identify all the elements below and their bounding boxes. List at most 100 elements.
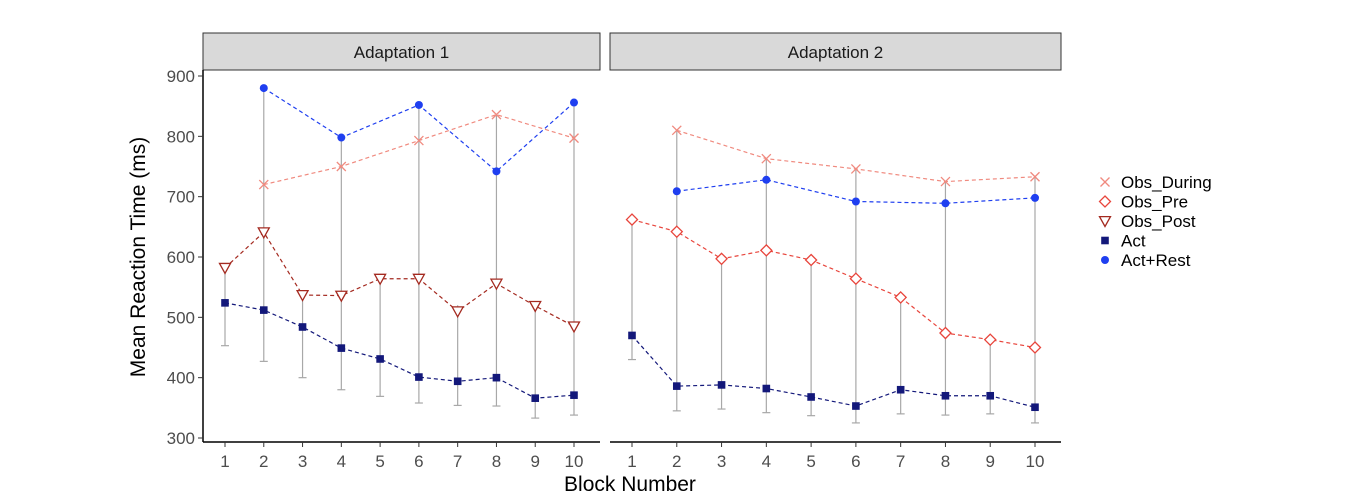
y-tick-label: 400: [167, 369, 195, 388]
x-tick-label: 8: [941, 452, 950, 471]
data-point: [625, 213, 639, 227]
x-tick-label: 9: [530, 452, 539, 471]
series-obs-pre: [625, 213, 1042, 354]
x-tick-label: 4: [762, 452, 771, 471]
data-point: [941, 199, 950, 208]
data-point: [894, 291, 908, 304]
x-tick-label: 10: [565, 452, 584, 471]
data-point: [492, 167, 501, 176]
series-obs-during: [258, 109, 579, 190]
data-point: [570, 98, 578, 107]
legend-key: [1101, 256, 1109, 264]
data-point: [567, 321, 581, 334]
series-line: [224, 302, 575, 399]
data-point: [896, 385, 905, 394]
data-point: [672, 382, 681, 390]
x-tick-label: 5: [375, 452, 384, 471]
panel-strip: [609, 32, 1062, 71]
data-point: [851, 197, 860, 206]
data-point: [804, 253, 818, 267]
data-point: [415, 373, 423, 381]
data-point: [531, 394, 540, 402]
x-tick-label: 3: [298, 452, 307, 471]
data-point: [528, 300, 542, 313]
legend-key: [1101, 236, 1109, 245]
x-tick-label: 4: [337, 452, 346, 471]
x-tick-label: 5: [806, 452, 815, 471]
data-point: [218, 262, 232, 275]
data-point: [1031, 193, 1039, 202]
data-point: [489, 278, 504, 291]
data-point: [670, 225, 684, 239]
data-point: [413, 135, 424, 146]
series-line: [631, 219, 1036, 349]
data-point: [569, 133, 579, 144]
legend-label: Act: [1121, 232, 1146, 251]
legend-label: Obs_During: [1121, 173, 1212, 192]
data-point: [373, 273, 387, 286]
data-point: [298, 323, 307, 331]
legend-label: Obs_Pre: [1121, 193, 1188, 212]
data-point: [852, 402, 860, 410]
panel-strip: [202, 32, 601, 71]
legend-item: Act+Rest: [1101, 251, 1191, 270]
data-point: [412, 273, 426, 286]
series-line: [224, 231, 575, 327]
data-point: [570, 391, 578, 399]
x-tick-label: 2: [259, 452, 268, 471]
data-point: [336, 161, 347, 172]
legend-item: Obs_Post: [1098, 212, 1196, 231]
x-tick-label: 7: [896, 452, 905, 471]
series-obs-post: [218, 227, 581, 334]
data-point: [337, 133, 346, 142]
data-point: [258, 179, 269, 190]
x-tick-label: 6: [414, 452, 423, 471]
data-point: [759, 243, 773, 257]
data-point: [850, 163, 861, 174]
y-axis-title: Mean Reaction Time (ms): [127, 137, 150, 377]
data-point: [337, 344, 346, 352]
series-obs-during: [671, 125, 1040, 187]
data-point: [492, 373, 501, 382]
data-point: [983, 333, 997, 347]
data-point: [715, 252, 728, 266]
data-point: [453, 377, 462, 386]
data-point: [672, 187, 681, 196]
data-point: [671, 125, 682, 136]
data-point: [940, 176, 951, 187]
data-point: [986, 391, 995, 400]
data-point: [941, 391, 950, 400]
x-axis-title: Block Number: [564, 473, 696, 496]
x-tick-label: 9: [985, 452, 994, 471]
panel-1: Adaptation 1 300 400 500 600 700 800 900 1 2 3 4 5 6 7…: [167, 32, 601, 471]
legend-key: [1098, 195, 1112, 208]
data-point: [762, 384, 771, 393]
legend-key: [1100, 177, 1110, 187]
data-point: [849, 272, 863, 286]
y-tick-label: 800: [167, 127, 195, 146]
data-point: [414, 100, 423, 109]
data-point: [259, 306, 268, 314]
x-tick-label: 6: [851, 452, 860, 471]
data-point: [628, 331, 636, 340]
legend-label: Obs_Post: [1121, 212, 1196, 231]
series-line: [631, 335, 1036, 408]
data-point: [939, 326, 952, 340]
data-point: [257, 227, 271, 240]
data-point: [762, 175, 771, 184]
y-tick-label: 500: [167, 308, 195, 327]
error-bars: [628, 130, 1039, 424]
x-tick-label: 3: [717, 452, 726, 471]
panel-title: Adaptation 2: [788, 43, 883, 62]
data-point: [221, 299, 229, 307]
panel-title: Adaptation 1: [354, 43, 449, 62]
data-point: [717, 381, 726, 389]
data-point: [761, 153, 772, 164]
series-act: [628, 331, 1039, 412]
y-tick-label: 700: [167, 188, 195, 207]
series-act: [221, 299, 578, 402]
legend-background: [1090, 166, 1240, 274]
